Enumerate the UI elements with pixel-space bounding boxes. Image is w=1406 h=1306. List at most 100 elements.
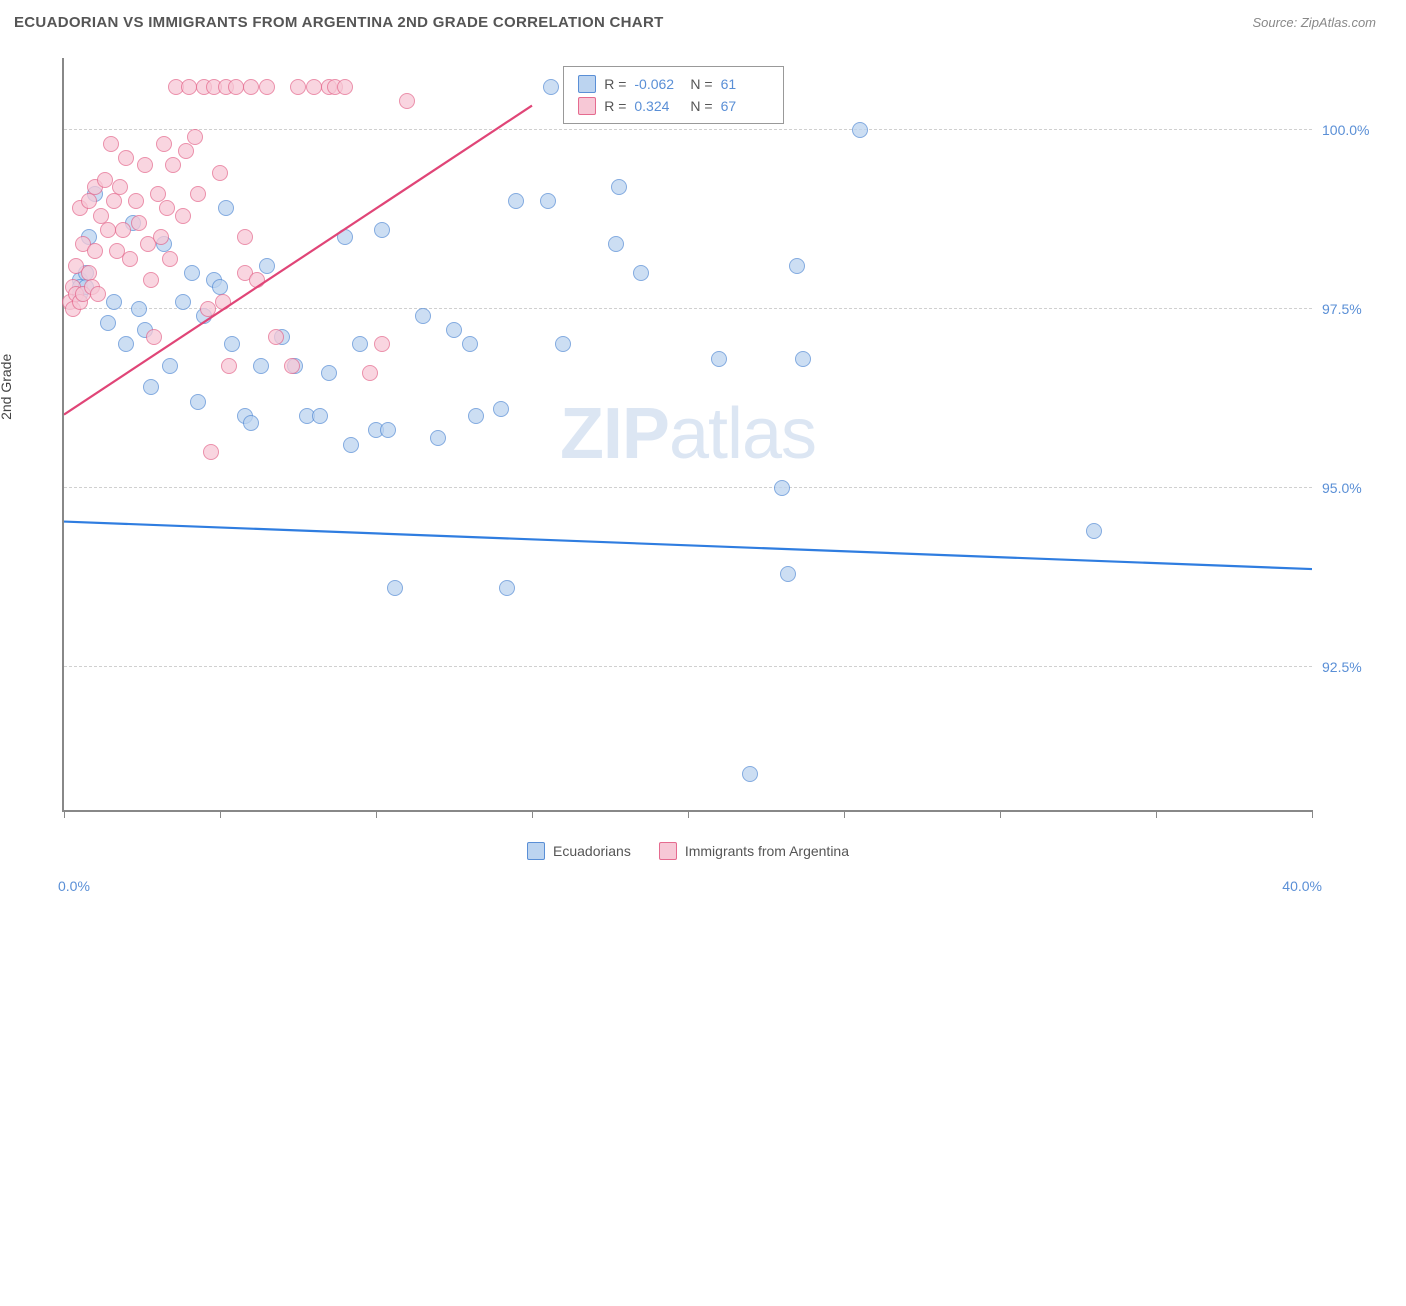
data-point bbox=[253, 358, 269, 374]
data-point bbox=[159, 200, 175, 216]
data-point bbox=[128, 193, 144, 209]
scatter-plot-area: ZIPatlas R =-0.062N =61R =0.324N =67 Ecu… bbox=[62, 58, 1312, 812]
data-point bbox=[153, 229, 169, 245]
stat-n-label: N = bbox=[690, 76, 712, 92]
source-attribution: Source: ZipAtlas.com bbox=[1252, 15, 1376, 30]
data-point bbox=[795, 351, 811, 367]
grid-line bbox=[64, 308, 1312, 309]
data-point bbox=[711, 351, 727, 367]
data-point bbox=[165, 157, 181, 173]
stat-r-value: 0.324 bbox=[634, 98, 682, 114]
data-point bbox=[190, 186, 206, 202]
x-tick bbox=[1312, 810, 1313, 818]
data-point bbox=[175, 208, 191, 224]
legend-swatch bbox=[578, 75, 596, 93]
data-point bbox=[212, 279, 228, 295]
legend-swatch bbox=[659, 842, 677, 860]
data-point bbox=[106, 193, 122, 209]
x-tick bbox=[220, 810, 221, 818]
data-point bbox=[181, 79, 197, 95]
data-point bbox=[468, 408, 484, 424]
data-point bbox=[1086, 523, 1102, 539]
data-point bbox=[540, 193, 556, 209]
data-point bbox=[112, 179, 128, 195]
data-point bbox=[122, 251, 138, 267]
data-point bbox=[387, 580, 403, 596]
legend-item: Ecuadorians bbox=[527, 842, 631, 860]
data-point bbox=[321, 365, 337, 381]
data-point bbox=[162, 251, 178, 267]
x-tick bbox=[844, 810, 845, 818]
grid-line bbox=[64, 666, 1312, 667]
data-point bbox=[224, 336, 240, 352]
data-point bbox=[131, 215, 147, 231]
data-point bbox=[337, 229, 353, 245]
data-point bbox=[493, 401, 509, 417]
data-point bbox=[611, 179, 627, 195]
data-point bbox=[852, 122, 868, 138]
y-tick-label: 95.0% bbox=[1322, 480, 1382, 496]
stat-row: R =0.324N =67 bbox=[578, 95, 768, 117]
bottom-legend: Ecuadorians Immigrants from Argentina bbox=[527, 842, 849, 860]
data-point bbox=[103, 136, 119, 152]
data-point bbox=[362, 365, 378, 381]
data-point bbox=[215, 294, 231, 310]
data-point bbox=[81, 265, 97, 281]
data-point bbox=[131, 301, 147, 317]
data-point bbox=[290, 79, 306, 95]
data-point bbox=[312, 408, 328, 424]
data-point bbox=[268, 329, 284, 345]
data-point bbox=[221, 358, 237, 374]
data-point bbox=[374, 222, 390, 238]
data-point bbox=[162, 358, 178, 374]
data-point bbox=[156, 136, 172, 152]
x-tick bbox=[1156, 810, 1157, 818]
data-point bbox=[146, 329, 162, 345]
data-point bbox=[218, 200, 234, 216]
data-point bbox=[200, 301, 216, 317]
data-point bbox=[306, 79, 322, 95]
data-point bbox=[789, 258, 805, 274]
data-point bbox=[284, 358, 300, 374]
data-point bbox=[774, 480, 790, 496]
data-point bbox=[143, 272, 159, 288]
data-point bbox=[259, 258, 275, 274]
stat-r-label: R = bbox=[604, 98, 626, 114]
data-point bbox=[555, 336, 571, 352]
grid-line bbox=[64, 487, 1312, 488]
data-point bbox=[100, 315, 116, 331]
data-point bbox=[337, 79, 353, 95]
watermark: ZIPatlas bbox=[560, 393, 816, 475]
data-point bbox=[780, 566, 796, 582]
data-point bbox=[115, 222, 131, 238]
data-point bbox=[203, 444, 219, 460]
stat-r-label: R = bbox=[604, 76, 626, 92]
data-point bbox=[118, 336, 134, 352]
data-point bbox=[259, 79, 275, 95]
data-point bbox=[249, 272, 265, 288]
data-point bbox=[118, 150, 134, 166]
data-point bbox=[508, 193, 524, 209]
data-point bbox=[90, 286, 106, 302]
data-point bbox=[374, 336, 390, 352]
data-point bbox=[143, 379, 159, 395]
stat-row: R =-0.062N =61 bbox=[578, 73, 768, 95]
data-point bbox=[137, 157, 153, 173]
data-point bbox=[97, 172, 113, 188]
legend-item: Immigrants from Argentina bbox=[659, 842, 849, 860]
data-point bbox=[184, 265, 200, 281]
y-tick-label: 100.0% bbox=[1322, 122, 1382, 138]
x-tick bbox=[376, 810, 377, 818]
data-point bbox=[415, 308, 431, 324]
x-tick bbox=[688, 810, 689, 818]
data-point bbox=[399, 93, 415, 109]
trend-lines-layer bbox=[64, 58, 1312, 1306]
data-point bbox=[81, 193, 97, 209]
data-point bbox=[352, 336, 368, 352]
stat-r-value: -0.062 bbox=[634, 76, 682, 92]
data-point bbox=[178, 143, 194, 159]
data-point bbox=[633, 265, 649, 281]
y-tick-label: 97.5% bbox=[1322, 301, 1382, 317]
data-point bbox=[87, 243, 103, 259]
data-point bbox=[150, 186, 166, 202]
